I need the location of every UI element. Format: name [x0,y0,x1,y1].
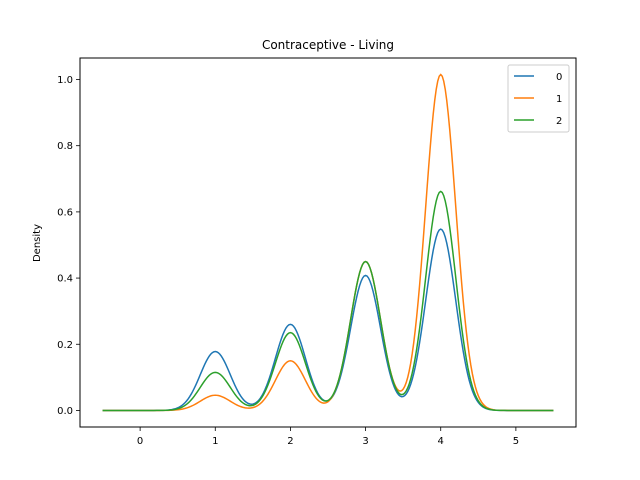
plot-frame [79,57,577,428]
y-axis-label: Density [32,224,43,262]
x-tick-label: 3 [362,436,368,447]
y-tick-label: 0.2 [57,340,73,351]
y-tick-label: 0.4 [57,274,73,285]
series-layer [102,73,554,412]
y-tick-label: 0.8 [57,141,73,152]
y-tick-label: 0.0 [57,406,73,417]
x-tick-label: 0 [137,436,143,447]
legend-label-1: 1 [556,94,562,105]
series-line-1 [102,73,554,412]
series-line-2 [102,190,554,412]
chart-title: Contraceptive - Living [262,38,394,52]
x-axis: 0 1 2 3 4 5 [137,427,519,447]
x-tick-label: 2 [287,436,293,447]
legend-label-2: 2 [556,116,562,127]
legend-box [507,64,570,133]
legend-label-0: 0 [556,72,562,83]
y-tick-label: 0.6 [57,207,73,218]
x-tick-label: 5 [513,436,519,447]
legend: 0 1 2 [507,64,570,133]
x-tick-label: 1 [212,436,218,447]
y-axis: 0.0 0.2 0.4 0.6 0.8 1.0 [57,75,80,417]
x-tick-label: 4 [438,436,444,447]
y-tick-label: 1.0 [57,75,73,86]
